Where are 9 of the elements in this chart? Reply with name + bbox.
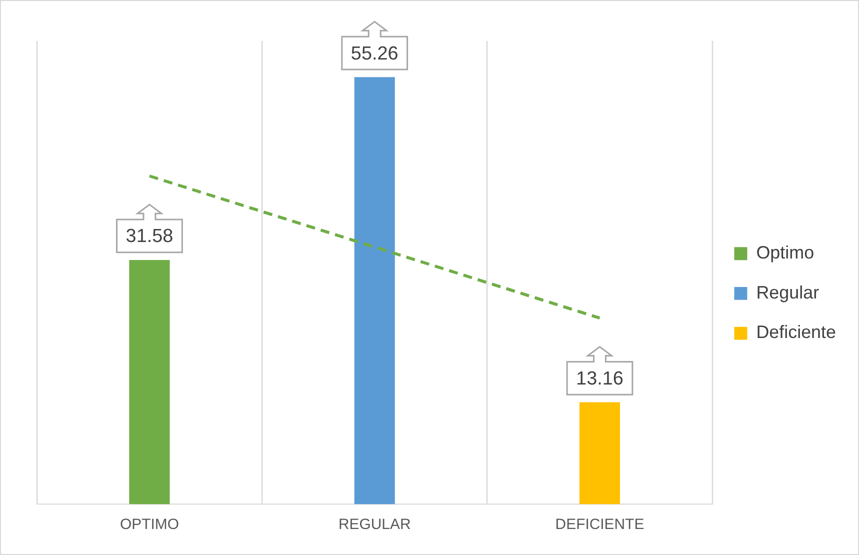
data-label: 31.58 <box>126 226 174 248</box>
x-tick-label: REGULAR <box>338 516 411 534</box>
legend-label: Regular <box>756 282 820 302</box>
x-tick-label: DEFICIENTE <box>555 516 644 534</box>
data-label: 13.16 <box>576 368 624 390</box>
legend-label: Optimo <box>756 242 814 263</box>
legend-label: Deficiente <box>756 322 836 342</box>
data-label: 55.26 <box>350 43 398 64</box>
x-tick-label: OPTIMO <box>120 516 179 534</box>
